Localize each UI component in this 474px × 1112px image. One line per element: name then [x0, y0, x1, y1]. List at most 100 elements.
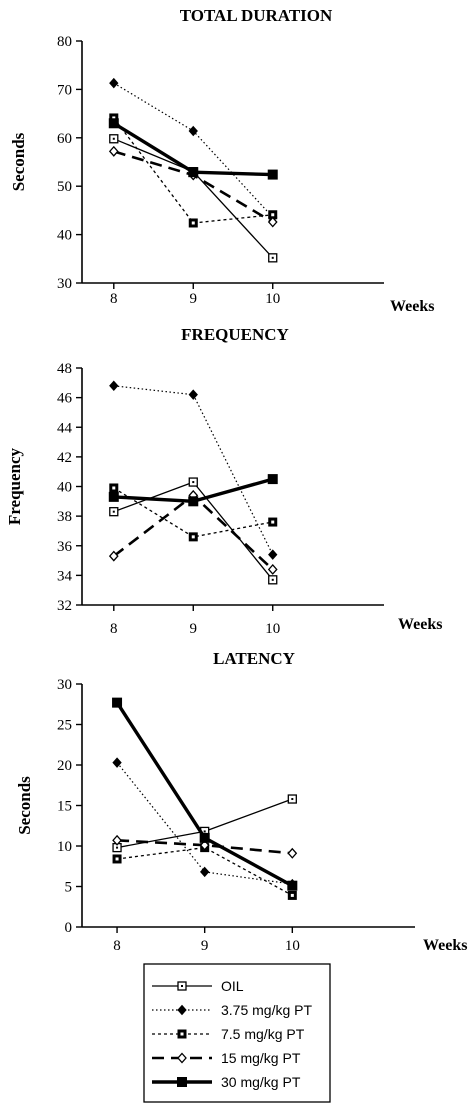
legend-label: 15 mg/kg PT — [221, 1050, 301, 1066]
data-point — [108, 550, 119, 562]
y-axis-label: Frequency — [5, 447, 24, 525]
data-point — [112, 834, 122, 846]
y-tick-label: 20 — [57, 758, 72, 774]
series-2 — [109, 380, 278, 560]
data-point — [287, 847, 298, 859]
y-tick-label: 15 — [57, 799, 72, 815]
series-line — [113, 385, 274, 555]
series-4 — [112, 834, 298, 859]
y-tick-label: 30 — [57, 276, 72, 292]
data-point — [108, 118, 119, 129]
data-point — [188, 167, 199, 178]
series-line — [113, 117, 273, 224]
chart-panel-3: LATENCY 0 5 10 15 20 25 30 8 9 10 Weeks Seconds — [15, 649, 467, 954]
x-axis-label: Weeks — [423, 937, 467, 954]
y-tick-label: 34 — [57, 568, 73, 584]
y-tick-label: 36 — [57, 539, 73, 555]
x-tick-label: 9 — [201, 938, 209, 954]
y-tick-label: 42 — [57, 450, 72, 466]
y-axis-label: Seconds — [9, 132, 28, 191]
data-point — [199, 839, 210, 851]
data-point — [112, 854, 122, 864]
y-tick-label: 40 — [57, 228, 72, 244]
x-tick-label: 9 — [190, 621, 198, 637]
legend-entry: 30 mg/kg PT — [152, 1074, 301, 1090]
y-tick-label: 25 — [57, 718, 72, 734]
legend: OIL 3.75 mg/kg PT 7.5 mg/kg PT 15 mg/kg PT 3… — [143, 963, 331, 1103]
y-tick-label: 32 — [57, 598, 72, 614]
x-tick-label: 10 — [265, 291, 280, 307]
chart-title: LATENCY — [213, 649, 295, 668]
legend-label: OIL — [221, 978, 244, 994]
y-tick-label: 40 — [57, 480, 72, 496]
data-point — [112, 757, 122, 768]
chart-title: FREQUENCY — [181, 325, 289, 344]
data-point — [188, 477, 198, 487]
series-line — [116, 762, 293, 885]
data-point — [268, 253, 278, 263]
data-point — [188, 532, 198, 542]
legend-box — [143, 963, 331, 1103]
legend-marker — [177, 1052, 187, 1064]
data-point — [109, 380, 119, 392]
series-5 — [112, 697, 298, 891]
series-line — [113, 82, 274, 218]
data-point — [267, 474, 278, 485]
y-tick-label: 70 — [57, 82, 72, 98]
y-tick-label: 0 — [65, 920, 73, 936]
y-axis-label: Seconds — [15, 776, 34, 835]
legend-label: 3.75 mg/kg PT — [221, 1002, 312, 1018]
y-tick-label: 5 — [65, 880, 73, 896]
series-line — [115, 701, 294, 888]
legend-label: 30 mg/kg PT — [221, 1074, 301, 1090]
y-tick-label: 80 — [57, 34, 72, 50]
series-line — [113, 138, 274, 259]
y-tick-label: 60 — [57, 131, 72, 147]
y-tick-label: 50 — [57, 179, 72, 195]
x-tick-label: 10 — [285, 938, 300, 954]
data-point — [200, 866, 210, 878]
series-5 — [108, 118, 278, 180]
legend-entry: OIL — [152, 978, 244, 994]
data-point — [287, 890, 297, 900]
data-point — [268, 575, 278, 585]
series-1 — [109, 134, 278, 263]
legend-entry: 7.5 mg/kg PT — [152, 1026, 305, 1042]
data-point — [199, 832, 210, 843]
chart-panel-1: TOTAL DURATION 30 40 50 60 70 80 8 9 10 Weeks Secon… — [9, 6, 434, 315]
data-point — [109, 507, 119, 517]
series-4 — [108, 145, 278, 228]
x-axis-label: Weeks — [390, 298, 434, 315]
legend-marker — [177, 981, 187, 991]
data-point — [108, 145, 119, 157]
data-point — [268, 517, 278, 527]
series-line — [113, 150, 274, 224]
data-point — [188, 125, 198, 137]
legend-marker — [177, 1004, 187, 1016]
data-point — [268, 549, 278, 560]
x-axis-label: Weeks — [398, 616, 442, 633]
series-1 — [109, 477, 278, 585]
y-tick-label: 46 — [57, 391, 73, 407]
x-tick-label: 10 — [265, 621, 280, 637]
data-point — [188, 496, 199, 507]
data-point — [112, 697, 123, 708]
legend-label: 7.5 mg/kg PT — [221, 1026, 305, 1042]
y-tick-label: 48 — [57, 361, 72, 377]
legend-entry: 3.75 mg/kg PT — [152, 1002, 312, 1018]
legend-marker — [177, 1077, 187, 1087]
legend-marker — [177, 1029, 187, 1039]
data-point — [267, 169, 278, 180]
y-tick-label: 38 — [57, 509, 72, 525]
x-tick-label: 8 — [113, 938, 121, 954]
data-point — [188, 218, 198, 228]
y-tick-label: 44 — [57, 420, 73, 436]
data-point — [267, 216, 278, 228]
data-point — [287, 794, 297, 804]
chart-panel-2: FREQUENCY 32 34 36 38 40 42 44 46 48 8 9 10 Weeks Freq… — [5, 325, 442, 637]
chart-title: TOTAL DURATION — [180, 6, 333, 25]
series-5 — [108, 474, 278, 507]
data-point — [108, 491, 119, 502]
